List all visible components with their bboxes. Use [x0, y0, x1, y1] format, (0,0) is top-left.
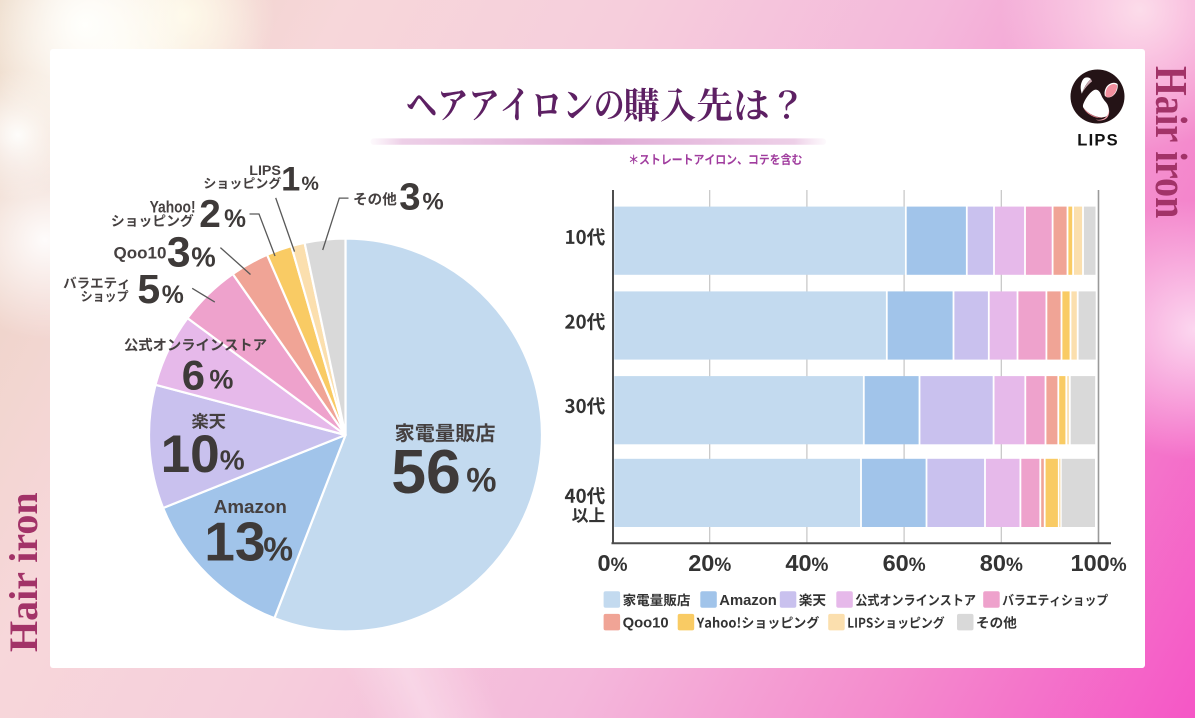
svg-text:%: % [466, 462, 496, 500]
svg-text:6: 6 [182, 351, 205, 398]
svg-text:10: 10 [161, 425, 220, 484]
svg-text:1: 1 [281, 161, 300, 199]
svg-text:Amazon: Amazon [719, 593, 777, 609]
svg-text:Qoo10: Qoo10 [114, 244, 167, 263]
svg-text:Amazon: Amazon [214, 496, 287, 517]
svg-text:2: 2 [199, 193, 221, 236]
svg-text:80%: 80% [980, 550, 1023, 576]
svg-text:5: 5 [137, 266, 160, 312]
svg-text:LIPS: LIPS [1077, 132, 1118, 150]
svg-text:13: 13 [204, 511, 265, 573]
svg-text:%: % [302, 173, 319, 195]
svg-text:3: 3 [399, 176, 420, 219]
svg-text:60%: 60% [883, 550, 926, 576]
svg-text:%: % [263, 532, 293, 569]
svg-text:%: % [209, 364, 233, 394]
svg-text:%: % [191, 241, 215, 272]
svg-text:%: % [422, 189, 443, 216]
svg-text:3: 3 [167, 228, 191, 276]
svg-text:100%: 100% [1071, 550, 1127, 576]
svg-text:Qoo10: Qoo10 [623, 616, 669, 632]
svg-text:40%: 40% [785, 550, 828, 576]
svg-text:%: % [224, 206, 246, 233]
svg-text:20%: 20% [688, 550, 731, 576]
svg-text:0%: 0% [598, 550, 628, 576]
svg-text:%: % [162, 282, 184, 309]
svg-text:Yahoo!: Yahoo! [150, 198, 196, 217]
svg-text:%: % [220, 444, 245, 475]
svg-text:LIPS: LIPS [249, 163, 281, 179]
svg-text:56: 56 [391, 437, 461, 507]
